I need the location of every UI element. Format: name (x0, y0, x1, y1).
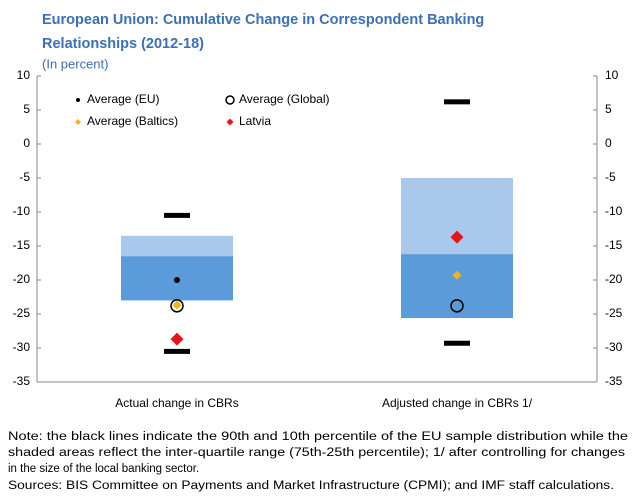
chart-title: Relationships (2012-18) (42, 36, 204, 52)
note: Note: the black lines indicate the 90th … (8, 431, 628, 443)
y-tick-label: -15 (13, 238, 31, 252)
box-lower (401, 254, 513, 319)
legend-label: Average (EU) (87, 92, 159, 106)
legend-marker (225, 95, 235, 105)
y2-tick-label: -5 (605, 170, 616, 184)
legend-label: Average (Baltics) (87, 114, 178, 128)
marker (450, 299, 464, 313)
percentile-line (444, 340, 470, 346)
legend-label: Latvia (239, 114, 271, 128)
y2-tick-label: 0 (605, 136, 612, 150)
x-tick-label: Adjusted change in CBRs 1/ (382, 396, 533, 410)
y2-tick-label: -10 (605, 204, 623, 218)
chart-title: European Union: Cumulative Change in Cor… (42, 12, 484, 28)
marker (174, 277, 180, 283)
marker (172, 300, 182, 310)
y2-tick-label: -20 (605, 272, 623, 286)
y-tick-label: 0 (23, 136, 30, 150)
percentile-line (444, 99, 470, 105)
legend-label: Average (Global) (239, 92, 330, 106)
chart-subtitle: (In percent) (42, 56, 108, 71)
y-tick-label: -25 (13, 306, 31, 320)
note: shaded areas reflect the inter-quartile … (8, 447, 625, 459)
y-tick-label: -35 (13, 374, 31, 388)
y-tick-label: -10 (13, 204, 31, 218)
y2-tick-label: -15 (605, 238, 623, 252)
marker (170, 332, 184, 346)
note: Sources: BIS Committee on Payments and M… (8, 480, 614, 492)
y2-tick-label: -25 (605, 306, 623, 320)
y-tick-label: -30 (13, 340, 31, 354)
legend-marker (76, 98, 80, 102)
marker (450, 230, 464, 244)
y-tick-label: 5 (23, 102, 30, 116)
marker (452, 270, 462, 280)
legend-marker (226, 118, 234, 126)
y-tick-label: -20 (13, 272, 31, 286)
y-tick-label: 10 (17, 68, 31, 82)
y2-tick-label: 5 (605, 102, 612, 116)
y2-tick-label: 10 (605, 68, 619, 82)
x-tick-label: Actual change in CBRs (115, 396, 238, 410)
percentile-line (164, 212, 190, 218)
legend-marker (75, 119, 81, 125)
y2-tick-label: -30 (605, 340, 623, 354)
marker (170, 299, 184, 313)
y-tick-label: -5 (19, 170, 30, 184)
percentile-line (164, 348, 190, 354)
note: in the size of the local banking sector. (8, 463, 199, 475)
y2-tick-label: -35 (605, 374, 623, 388)
box-upper (121, 235, 233, 257)
